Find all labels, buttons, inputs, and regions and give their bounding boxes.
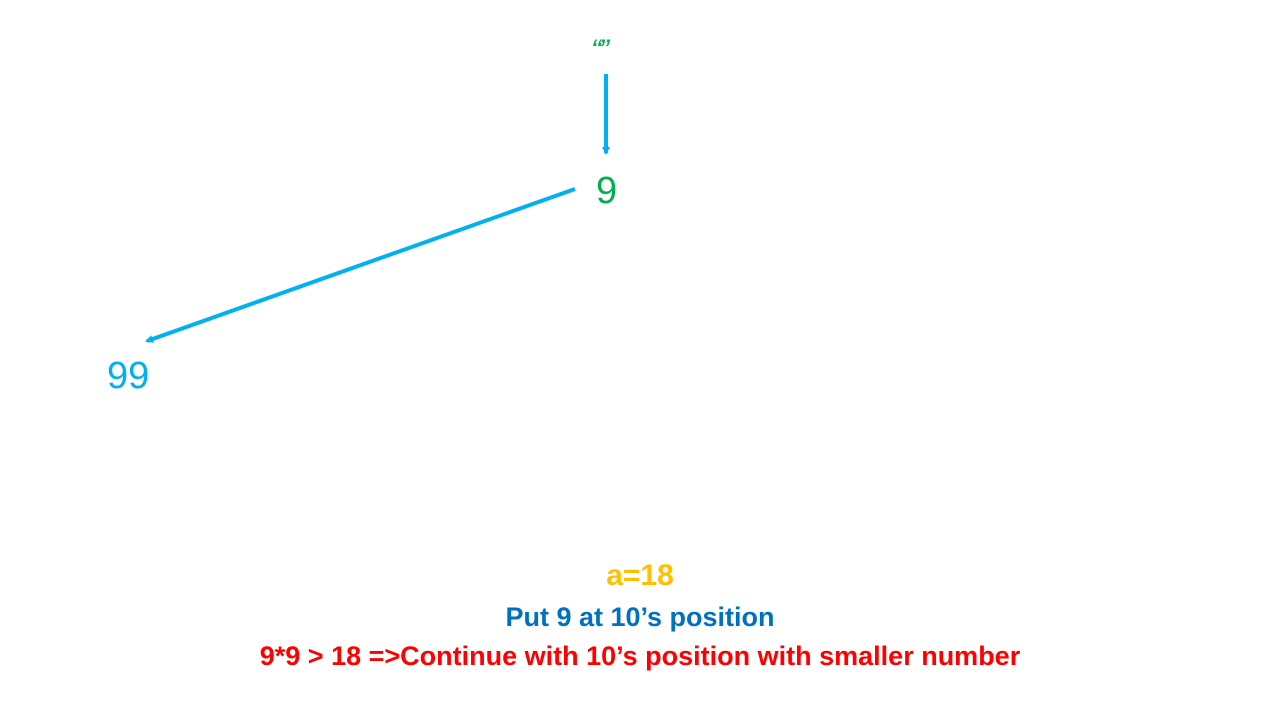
edge-9-to-99	[145, 187, 576, 343]
tree-root-label: “”	[591, 34, 609, 67]
tree-node-9-label: 9	[596, 170, 618, 212]
variable-caption: a=18	[606, 559, 674, 592]
step-caption: Put 9 at 10’s position	[505, 602, 775, 632]
tree-node-99-label: 99	[107, 355, 150, 397]
decision-caption: 9*9 > 18 =>Continue with 10’s position w…	[259, 641, 1021, 671]
